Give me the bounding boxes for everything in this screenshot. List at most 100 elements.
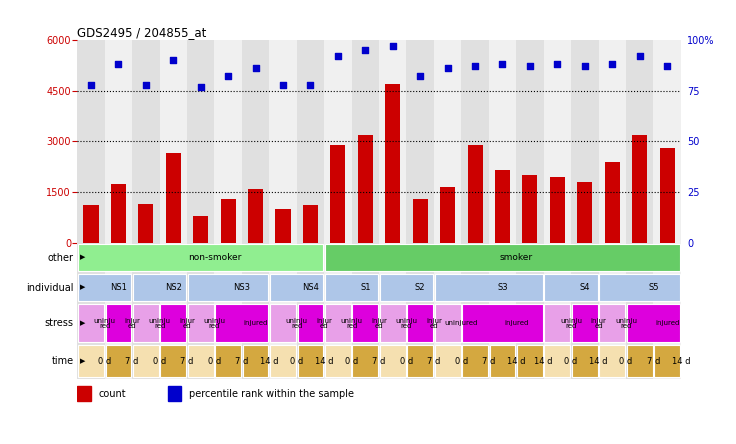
Bar [297, 40, 324, 242]
Bar [187, 273, 214, 302]
Text: injured: injured [655, 320, 679, 326]
Bar [160, 40, 187, 242]
Text: smoker: smoker [500, 253, 533, 262]
Point [414, 73, 426, 80]
Bar [626, 302, 654, 344]
Bar [489, 345, 515, 377]
Bar [160, 345, 186, 377]
Bar [598, 242, 626, 273]
Bar [269, 302, 297, 344]
Bar [605, 162, 620, 242]
Bar [571, 302, 598, 344]
Bar [627, 304, 680, 342]
Text: 0 d: 0 d [345, 357, 358, 366]
Bar [654, 302, 681, 344]
Text: injur
ed: injur ed [179, 317, 195, 329]
Bar [297, 273, 324, 302]
Bar [516, 344, 544, 379]
Point [442, 65, 453, 72]
Point [140, 81, 152, 88]
Bar [577, 182, 592, 242]
Bar [544, 273, 571, 302]
Text: S2: S2 [415, 283, 425, 292]
Bar [380, 345, 406, 377]
Bar [330, 145, 345, 242]
Bar [77, 386, 91, 401]
Bar [626, 40, 654, 242]
Bar [166, 153, 181, 242]
Text: 0 d: 0 d [565, 357, 578, 366]
Bar [188, 274, 269, 301]
Bar [467, 145, 483, 242]
Bar [571, 273, 598, 302]
Bar [495, 170, 510, 242]
Bar [242, 302, 269, 344]
Bar [626, 273, 654, 302]
Bar [353, 304, 378, 342]
Bar [489, 273, 516, 302]
Text: 0 d: 0 d [290, 357, 303, 366]
Bar [111, 183, 126, 242]
Text: uninju
red: uninju red [615, 317, 637, 329]
Text: 14 d: 14 d [315, 357, 333, 366]
Bar [214, 40, 242, 242]
Bar [242, 273, 269, 302]
Bar [214, 273, 242, 302]
Bar [77, 242, 105, 273]
Text: 0 d: 0 d [619, 357, 632, 366]
Bar [324, 40, 352, 242]
Bar [461, 344, 489, 379]
Text: 14 d: 14 d [671, 357, 690, 366]
Bar [275, 209, 291, 242]
Bar [516, 273, 544, 302]
Bar [160, 304, 186, 342]
Bar [168, 386, 181, 401]
Text: uninjured: uninjured [445, 320, 478, 326]
Bar [297, 304, 323, 342]
Text: injur
ed: injur ed [316, 317, 332, 329]
Bar [599, 274, 680, 301]
Bar [83, 206, 99, 242]
Bar [572, 345, 598, 377]
Bar [105, 40, 132, 242]
Point [250, 65, 261, 72]
Point [167, 57, 179, 64]
Text: ▶: ▶ [80, 285, 85, 290]
Bar [297, 242, 324, 273]
Bar [379, 273, 406, 302]
Bar [462, 345, 488, 377]
Text: individual: individual [26, 282, 74, 293]
Bar [413, 199, 428, 242]
Bar [187, 344, 214, 379]
Text: other: other [48, 253, 74, 262]
Bar [599, 304, 625, 342]
Text: 0 d: 0 d [98, 357, 111, 366]
Bar [188, 345, 213, 377]
Bar [325, 345, 351, 377]
Text: NS1: NS1 [110, 283, 127, 292]
Text: injur
ed: injur ed [124, 317, 140, 329]
Bar [133, 345, 159, 377]
Bar [545, 274, 598, 301]
Point [277, 81, 289, 88]
Text: 14 d: 14 d [590, 357, 608, 366]
Bar [324, 242, 352, 273]
Text: NS3: NS3 [233, 283, 250, 292]
Bar [571, 40, 598, 242]
Bar [78, 304, 104, 342]
Bar [303, 206, 318, 242]
Bar [358, 135, 373, 242]
Bar [78, 274, 131, 301]
Bar [105, 304, 131, 342]
Bar [352, 344, 379, 379]
Bar [105, 345, 131, 377]
Bar [187, 40, 214, 242]
Bar [544, 302, 571, 344]
Bar [571, 344, 598, 379]
Bar [626, 242, 654, 273]
Text: uninju
red: uninju red [560, 317, 582, 329]
Text: 7 d: 7 d [236, 357, 249, 366]
Bar [269, 344, 297, 379]
Bar [160, 344, 187, 379]
Bar [434, 40, 461, 242]
